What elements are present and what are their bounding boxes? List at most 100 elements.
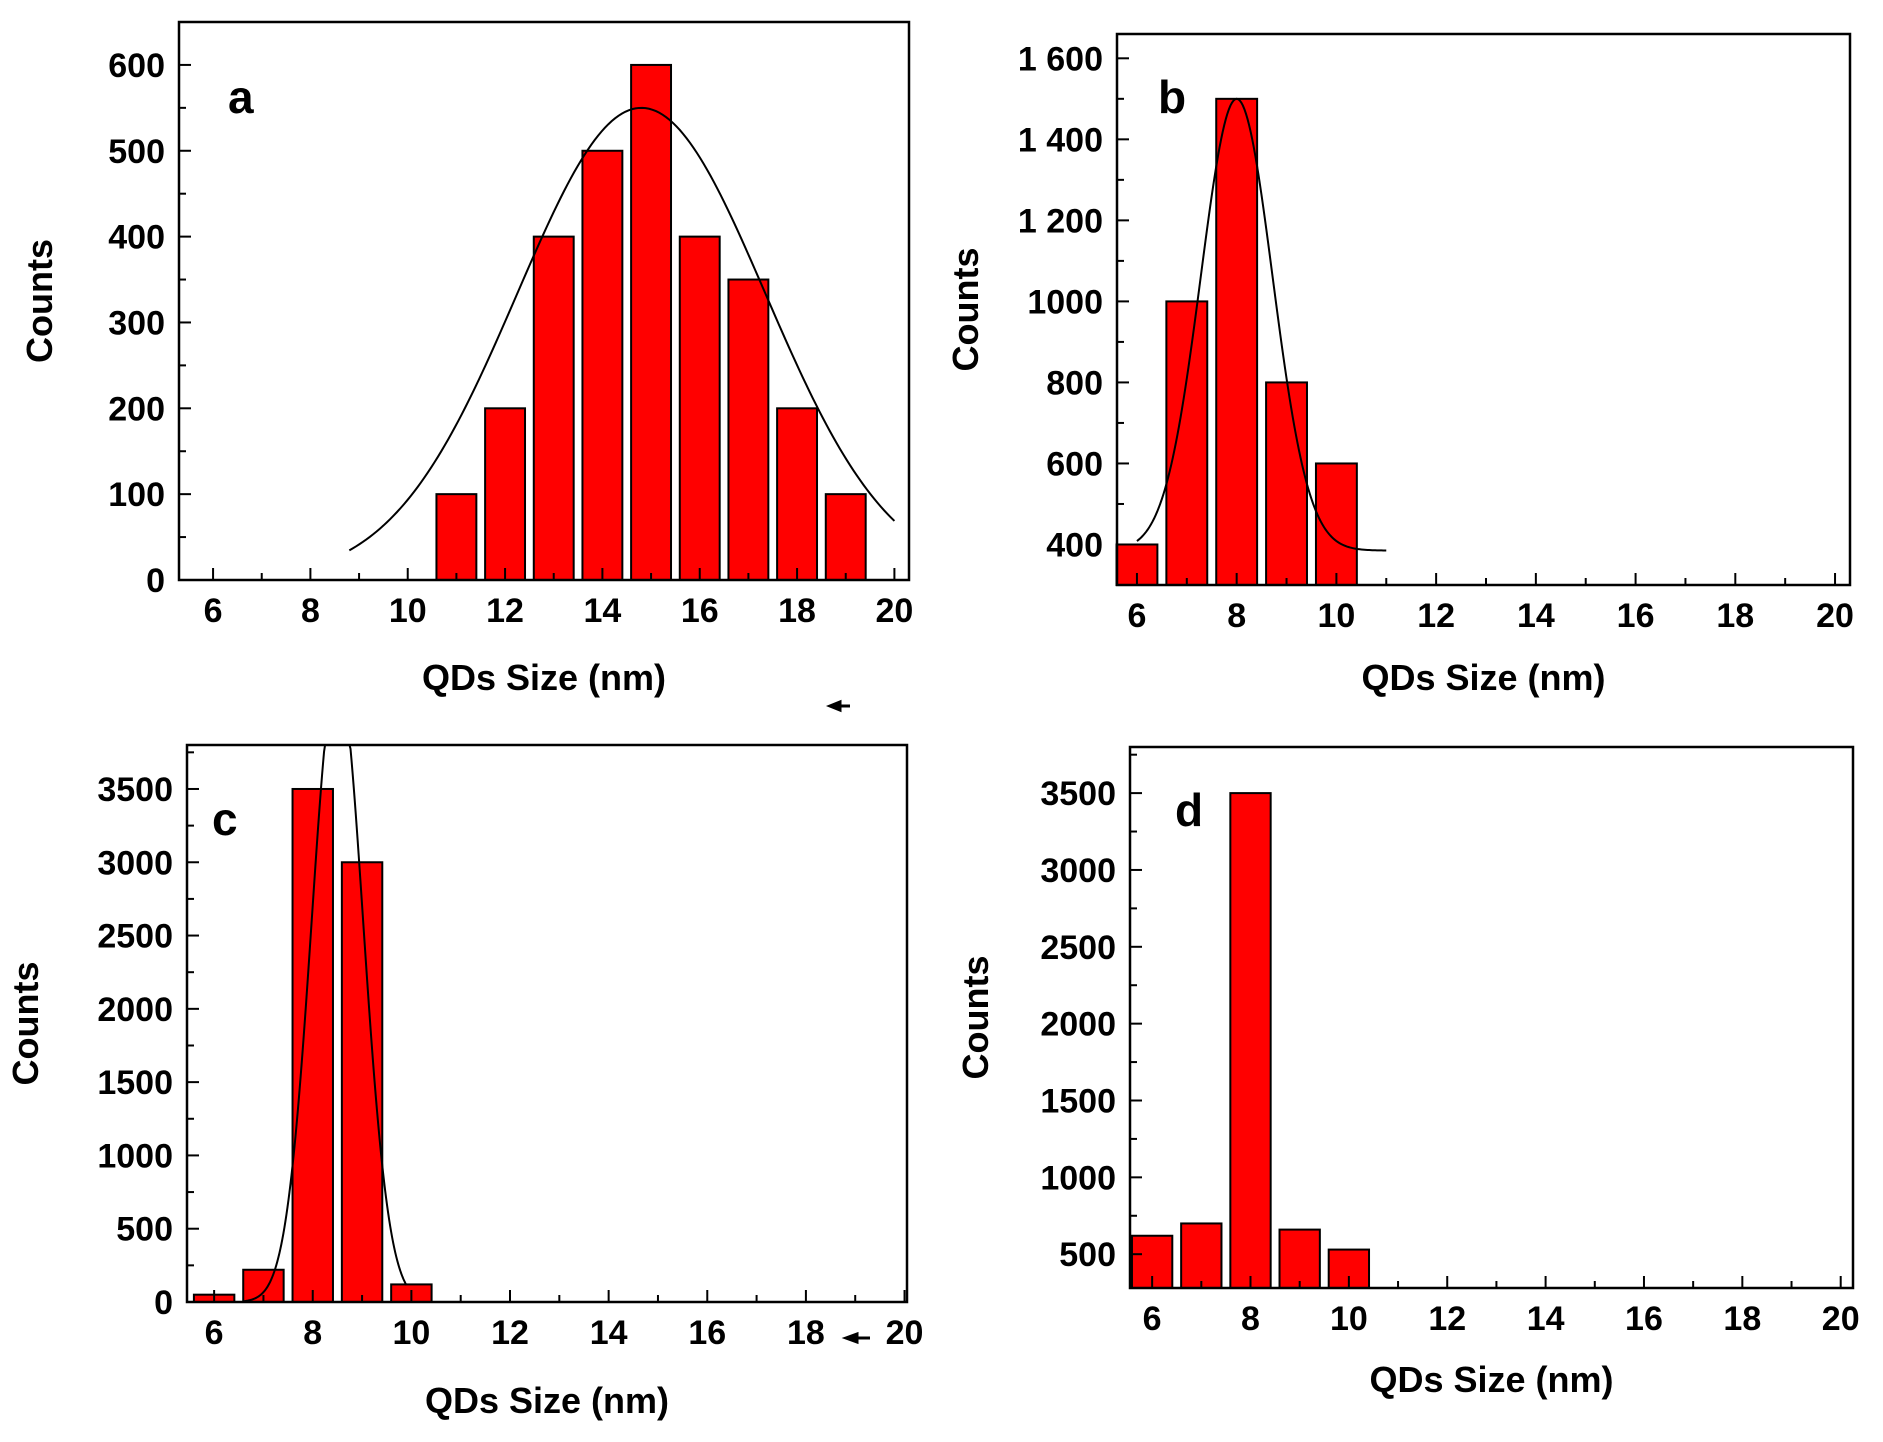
panel-a-y-tick-label: 100 [108, 476, 165, 514]
panel-a-x-tick-label: 6 [204, 592, 223, 630]
panel-c-y-tick-label: 1500 [97, 1064, 173, 1102]
panel-d-x-tick-label: 8 [1241, 1300, 1260, 1338]
panel-d-letter-label: d [1175, 784, 1203, 836]
panel-d-x-tick-label: 18 [1723, 1300, 1761, 1338]
panel-c-y-tick-label: 2000 [97, 991, 173, 1029]
panel-c-y-axis-title: Counts [5, 962, 46, 1086]
panel-a-x-tick-label: 12 [486, 592, 524, 630]
panel-a-y-tick-label: 200 [108, 390, 165, 428]
panel-b-letter-label: b [1158, 71, 1186, 123]
panel-c-letter-label: c [212, 793, 238, 845]
panel-b-bar-8 [1215, 97, 1259, 587]
panel-b-x-tick-label: 18 [1716, 597, 1754, 635]
panel-a-x-tick-label: 10 [389, 592, 427, 630]
panel-d-y-tick-label: 3000 [1040, 852, 1116, 890]
panel-c-x-tick-label: 6 [205, 1314, 224, 1352]
panel-a-bar-13 [532, 235, 575, 581]
panel-a-x-tick-label: 14 [583, 592, 621, 630]
panel-b-x-tick-label: 10 [1317, 597, 1355, 635]
panel-b-x-tick-label: 8 [1227, 597, 1246, 635]
panel-a-bar-15 [630, 63, 673, 581]
panel-a-y-tick-label: 0 [146, 562, 165, 600]
panel-b: 6 8 10 12 14 16 18 20 400 600 800 1000 1 200 1 400 1 6… [945, 32, 1854, 698]
panel-b-y-axis-title: Counts [945, 248, 986, 372]
panel-a-bar-16 [678, 235, 721, 581]
panel-d-x-tick-label: 20 [1822, 1300, 1860, 1338]
panel-c-x-axis-title: QDs Size (nm) [425, 1380, 669, 1421]
panel-b-fit-curve [1136, 97, 1387, 552]
panel-c-y-tick-label: 3500 [97, 771, 173, 809]
panel-a-y-axis-title: Counts [19, 239, 60, 363]
panel-a-y-tick-label: 600 [108, 47, 165, 85]
panel-d-y-tick-label: 3500 [1040, 775, 1116, 813]
panel-a-bar-19 [824, 493, 867, 581]
panel-d-y-axis-title: Counts [955, 956, 996, 1080]
panel-c-x-tick-label: 18 [787, 1314, 825, 1352]
panel-d-bar-8 [1229, 792, 1272, 1290]
panel-d-x-tick-label: 6 [1143, 1300, 1162, 1338]
panel-c-y-tick-label: 1000 [97, 1137, 173, 1175]
panel-b-x-tick-label: 20 [1816, 597, 1854, 635]
panel-c: 6 8 10 12 14 16 18 20 0 500 1000 1500 2000 2500 3000 35… [5, 743, 924, 1421]
panel-b-plot-frame [1115, 32, 1852, 587]
panel-d-x-tick-label: 10 [1330, 1300, 1368, 1338]
panel-d-y-tick-label: 2000 [1040, 1006, 1116, 1044]
panel-c-bar-8 [291, 787, 334, 1303]
panel-c-x-tick-label: 20 [886, 1314, 924, 1352]
panel-c-x-tick-label: 8 [303, 1314, 322, 1352]
panel-b-x-tick-label: 12 [1417, 597, 1455, 635]
panel-d-bar-7 [1180, 1222, 1223, 1289]
panel-d-y-tick-label: 2500 [1040, 929, 1116, 967]
panel-d-x-axis-title: QDs Size (nm) [1369, 1359, 1613, 1400]
panel-b-y-tick-label: 400 [1046, 526, 1103, 564]
panel-d-x-tick-label: 16 [1625, 1300, 1663, 1338]
panel-d-x-tick-label: 12 [1428, 1300, 1466, 1338]
panel-c-y-tick-label: 3000 [97, 844, 173, 882]
panel-d-y-tick-label: 1500 [1040, 1082, 1116, 1120]
panel-c-x-tick-label: 12 [491, 1314, 529, 1352]
panel-a-bar-12 [484, 407, 527, 581]
panel-c-x-tick-label: 16 [688, 1314, 726, 1352]
panel-a-y-tick-label: 400 [108, 219, 165, 257]
panel-a-x-axis-title: QDs Size (nm) [422, 657, 666, 698]
panel-c-y-tick-label: 2500 [97, 918, 173, 956]
panel-d-bar-10 [1327, 1248, 1371, 1289]
panel-b-x-tick-label: 14 [1517, 597, 1555, 635]
panel-a-x-tick-label: 16 [681, 592, 719, 630]
panel-d: 6 8 10 12 14 16 18 20 500 1000 1500 2000 2500 3000 350… [955, 745, 1860, 1400]
panel-d-x-tick-label: 14 [1527, 1300, 1565, 1338]
panel-b-y-tick-label: 800 [1046, 364, 1103, 402]
panel-c-plot-frame [185, 743, 909, 1304]
panel-c-x-tick-label: 14 [590, 1314, 628, 1352]
panel-a-letter-label: a [228, 71, 254, 123]
panel-b-bar-7 [1165, 300, 1209, 586]
panel-d-plot-frame [1128, 745, 1855, 1290]
stray-arrow-mark-bottom [841, 1331, 870, 1345]
panel-b-x-tick-label: 6 [1127, 597, 1146, 635]
panel-b-bar-9 [1265, 381, 1308, 587]
panel-c-bar-9 [340, 861, 384, 1304]
panel-a-bar-17 [727, 278, 770, 581]
panel-c-y-tick-label: 500 [116, 1211, 173, 1249]
panel-a-bar-11 [435, 493, 478, 581]
panel-d-bar-9 [1278, 1228, 1321, 1289]
panel-b-y-tick-label: 1000 [1027, 283, 1103, 321]
panel-b-x-tick-label: 16 [1617, 597, 1655, 635]
panel-a-y-tick-label: 500 [108, 133, 165, 171]
panel-a-y-tick-label: 300 [108, 304, 165, 342]
panel-b-y-tick-label: 1 200 [1018, 202, 1103, 240]
panel-a-bar-18 [776, 407, 819, 581]
panel-a-x-tick-label: 20 [875, 592, 913, 630]
panel-b-x-axis-title: QDs Size (nm) [1361, 657, 1605, 698]
panel-a-x-tick-label: 18 [778, 592, 816, 630]
panel-d-y-tick-label: 500 [1059, 1236, 1116, 1274]
stray-arrow-mark-top [825, 699, 850, 713]
panel-b-y-tick-label: 1 600 [1018, 40, 1103, 78]
panel-a-bar-14 [581, 149, 624, 581]
panel-a-plot-frame [177, 20, 911, 582]
panel-c-y-tick-label: 0 [154, 1284, 173, 1322]
panel-d-y-tick-label: 1000 [1040, 1159, 1116, 1197]
panel-a-x-tick-label: 8 [301, 592, 320, 630]
